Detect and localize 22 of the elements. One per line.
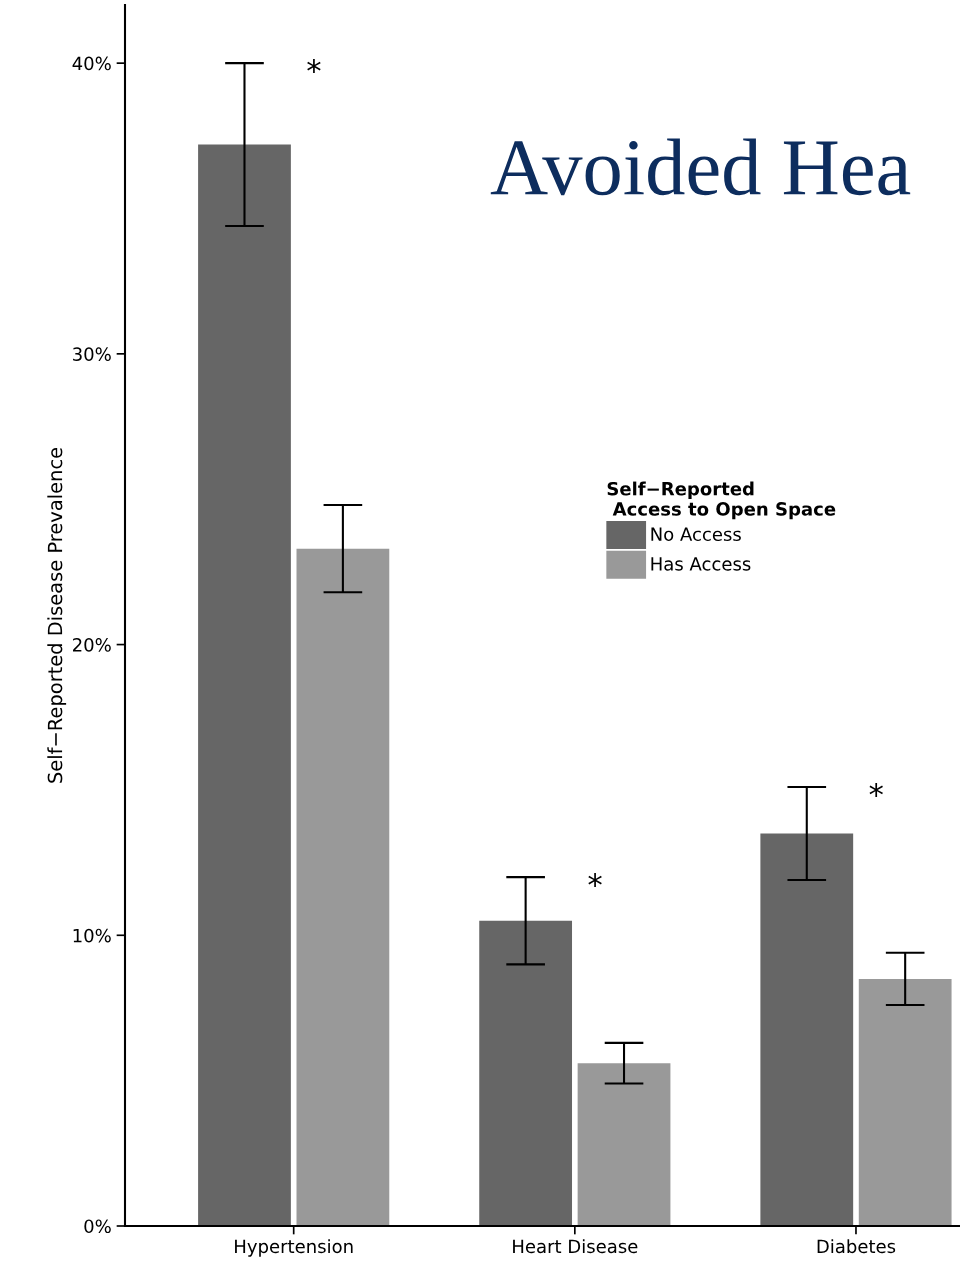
legend-title: Self−Reported Access to Open Space <box>607 481 836 520</box>
bar <box>577 1063 671 1226</box>
text: Avoided Hea <box>490 138 911 196</box>
annotation: * <box>307 59 321 74</box>
y-tick-label: 40% <box>72 56 111 71</box>
x-tick-label: Heart Disease <box>513 1239 638 1254</box>
legend-label: No Access <box>651 527 741 541</box>
y-tick-label: 10% <box>73 928 111 943</box>
bar <box>296 548 390 1226</box>
x-tick-label: Diabetes <box>817 1239 896 1254</box>
y-axis-title: Self−Reported Disease Prevalence <box>47 447 67 783</box>
y-tick-label: 0% <box>84 1219 111 1234</box>
bar <box>760 833 854 1226</box>
legend-label: Has Access <box>651 557 751 571</box>
y-tick-label: 20% <box>73 638 111 652</box>
x-tick-label: Hypertension <box>235 1239 353 1257</box>
bar <box>198 144 291 1226</box>
bar <box>479 920 573 1226</box>
annotation: * <box>869 782 883 797</box>
y-tick-label: 30% <box>73 347 111 361</box>
annotation: * <box>588 873 602 888</box>
bar <box>858 978 952 1226</box>
